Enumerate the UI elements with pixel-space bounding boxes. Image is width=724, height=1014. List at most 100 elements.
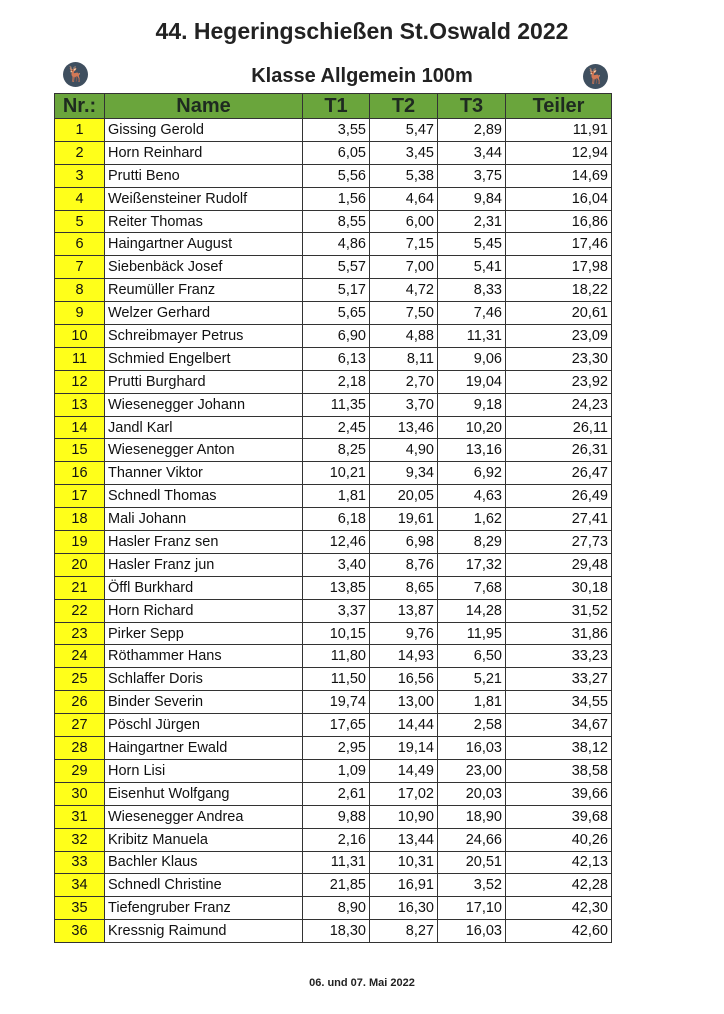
- name-cell: Schlaffer Doris: [104, 667, 303, 692]
- rank-cell: 5: [54, 209, 105, 234]
- page-title: 44. Hegeringschießen St.Oswald 2022: [155, 18, 569, 44]
- teiler-cell: 23,92: [505, 369, 612, 394]
- header-t1: T1: [302, 93, 370, 119]
- name-cell: Gissing Gerold: [104, 118, 303, 142]
- t3-cell: 4,63: [437, 484, 506, 509]
- name-cell: Mali Johann: [104, 507, 303, 532]
- name-cell: Thanner Viktor: [104, 461, 303, 486]
- name-cell: Reumüller Franz: [104, 278, 303, 303]
- name-cell: Hasler Franz sen: [104, 530, 303, 554]
- teiler-cell: 20,61: [505, 301, 612, 326]
- t1-cell: 1,09: [302, 758, 370, 783]
- t2-cell: 20,05: [369, 484, 438, 509]
- t1-cell: 3,40: [302, 552, 370, 577]
- t1-cell: 5,57: [302, 255, 370, 280]
- t3-cell: 13,16: [437, 438, 506, 463]
- name-cell: Schnedl Thomas: [104, 484, 303, 509]
- t2-cell: 5,47: [369, 118, 438, 142]
- t1-cell: 3,37: [302, 598, 370, 623]
- teiler-cell: 18,22: [505, 278, 612, 303]
- t3-cell: 2,31: [437, 209, 506, 234]
- t2-cell: 7,15: [369, 232, 438, 257]
- deer-emblem-icon: 🦌: [583, 64, 608, 89]
- rank-cell: 10: [54, 324, 105, 348]
- rank-cell: 3: [54, 163, 105, 188]
- t3-cell: 5,21: [437, 667, 506, 692]
- t3-cell: 17,32: [437, 552, 506, 577]
- teiler-cell: 14,69: [505, 163, 612, 188]
- t3-cell: 14,28: [437, 598, 506, 623]
- table-row: 34 Schnedl Christine 21,85 16,91 3,52 42,28: [54, 873, 612, 898]
- name-cell: Eisenhut Wolfgang: [104, 781, 303, 806]
- t3-cell: 6,92: [437, 461, 506, 486]
- t3-cell: 6,50: [437, 644, 506, 669]
- header-row: Nr.: Name T1 T2 T3 Teiler: [54, 93, 612, 119]
- header-name: Name: [104, 93, 303, 119]
- rank-cell: 6: [54, 232, 105, 257]
- t2-cell: 2,70: [369, 369, 438, 394]
- header-t3: T3: [437, 93, 506, 119]
- rank-cell: 30: [54, 781, 105, 806]
- t2-cell: 13,46: [369, 415, 438, 440]
- name-cell: Prutti Burghard: [104, 369, 303, 394]
- t3-cell: 7,46: [437, 301, 506, 326]
- rank-cell: 17: [54, 484, 105, 509]
- t2-cell: 3,70: [369, 392, 438, 417]
- rank-cell: 9: [54, 301, 105, 326]
- name-cell: Wiesenegger Andrea: [104, 804, 303, 829]
- rank-cell: 12: [54, 369, 105, 394]
- teiler-cell: 26,49: [505, 484, 612, 509]
- teiler-cell: 12,94: [505, 140, 612, 165]
- rank-cell: 29: [54, 758, 105, 783]
- t3-cell: 23,00: [437, 758, 506, 783]
- t3-cell: 16,03: [437, 919, 506, 944]
- table-row: 25 Schlaffer Doris 11,50 16,56 5,21 33,27: [54, 667, 612, 692]
- t3-cell: 3,75: [437, 163, 506, 188]
- t3-cell: 1,62: [437, 507, 506, 532]
- table-row: 4 Weißensteiner Rudolf 1,56 4,64 9,84 16,04: [54, 186, 612, 211]
- name-cell: Jandl Karl: [104, 415, 303, 440]
- event-dates: 06. und 07. Mai 2022: [309, 977, 415, 989]
- t2-cell: 16,91: [369, 873, 438, 898]
- rank-cell: 21: [54, 575, 105, 600]
- rank-cell: 14: [54, 415, 105, 440]
- t3-cell: 24,66: [437, 827, 506, 852]
- teiler-cell: 16,86: [505, 209, 612, 234]
- name-cell: Schnedl Christine: [104, 873, 303, 898]
- table-row: 35 Tiefengruber Franz 8,90 16,30 17,10 42,30: [54, 896, 612, 921]
- rank-cell: 23: [54, 621, 105, 646]
- name-cell: Pöschl Jürgen: [104, 713, 303, 738]
- t3-cell: 9,84: [437, 186, 506, 211]
- rank-cell: 31: [54, 804, 105, 829]
- t3-cell: 20,03: [437, 781, 506, 806]
- t1-cell: 3,55: [302, 118, 370, 142]
- t1-cell: 6,90: [302, 324, 370, 348]
- t2-cell: 8,76: [369, 552, 438, 577]
- name-cell: Röthammer Hans: [104, 644, 303, 669]
- teiler-cell: 16,04: [505, 186, 612, 211]
- t2-cell: 10,31: [369, 850, 438, 875]
- t1-cell: 6,13: [302, 346, 370, 371]
- t1-cell: 8,90: [302, 896, 370, 921]
- rank-cell: 26: [54, 690, 105, 715]
- name-cell: Kressnig Raimund: [104, 919, 303, 944]
- teiler-cell: 26,47: [505, 461, 612, 486]
- t2-cell: 5,38: [369, 163, 438, 188]
- t3-cell: 9,06: [437, 346, 506, 371]
- rank-cell: 8: [54, 278, 105, 303]
- t1-cell: 10,15: [302, 621, 370, 646]
- t2-cell: 6,98: [369, 530, 438, 554]
- t3-cell: 19,04: [437, 369, 506, 394]
- teiler-cell: 17,98: [505, 255, 612, 280]
- t2-cell: 19,14: [369, 736, 438, 760]
- table-row: 6 Haingartner August 4,86 7,15 5,45 17,46: [54, 232, 612, 257]
- teiler-cell: 27,73: [505, 530, 612, 554]
- table-row: 36 Kressnig Raimund 18,30 8,27 16,03 42,60: [54, 919, 612, 944]
- table-row: 18 Mali Johann 6,18 19,61 1,62 27,41: [54, 507, 612, 532]
- name-cell: Öffl Burkhard: [104, 575, 303, 600]
- rank-cell: 33: [54, 850, 105, 875]
- t3-cell: 8,33: [437, 278, 506, 303]
- teiler-cell: 39,68: [505, 804, 612, 829]
- table-row: 11 Schmied Engelbert 6,13 8,11 9,06 23,30: [54, 346, 612, 371]
- rank-cell: 24: [54, 644, 105, 669]
